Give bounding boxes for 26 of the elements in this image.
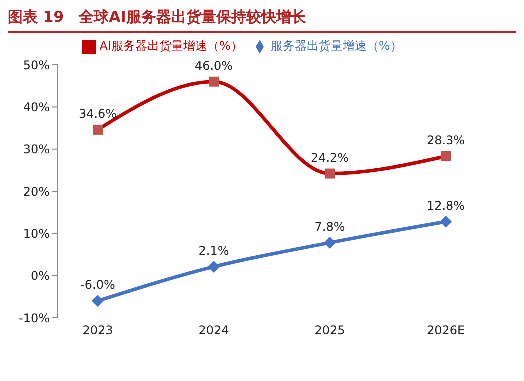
y-tick-label: 50% (23, 58, 50, 72)
x-tick-label: 2025 (314, 324, 346, 338)
legend-label: 服务器出货量增速（%） (270, 39, 402, 53)
point (208, 260, 220, 273)
y-tick-label: -10% (18, 311, 50, 326)
data-label: 7.8% (314, 220, 346, 234)
data-label: 46.0% (194, 58, 234, 73)
data-label: 28.3% (426, 134, 466, 148)
x-tick-label: 2023 (82, 324, 114, 338)
point (440, 216, 452, 228)
chart-title: 图表 19 全球AI服务器出货量保持较快增长 (8, 8, 516, 33)
data-label: -6.0% (80, 278, 116, 292)
legend-label: AI服务器出货量增速（%） (100, 39, 243, 53)
point (324, 236, 336, 249)
y-tick-label: 10% (23, 226, 50, 241)
data-label: 12.8% (426, 198, 466, 213)
y-tick-label: 20% (23, 184, 50, 199)
y-tick-label: 30% (23, 142, 50, 157)
x-tick-label: 2024 (198, 324, 230, 338)
y-tick-label: 0% (30, 269, 50, 284)
point (92, 295, 104, 308)
data-label: 34.6% (78, 106, 118, 121)
data-label: 24.2% (310, 150, 350, 165)
y-tick-label: 40% (23, 100, 50, 114)
data-label: 2.1% (198, 244, 230, 258)
x-tick-label: 2026E (426, 324, 466, 338)
